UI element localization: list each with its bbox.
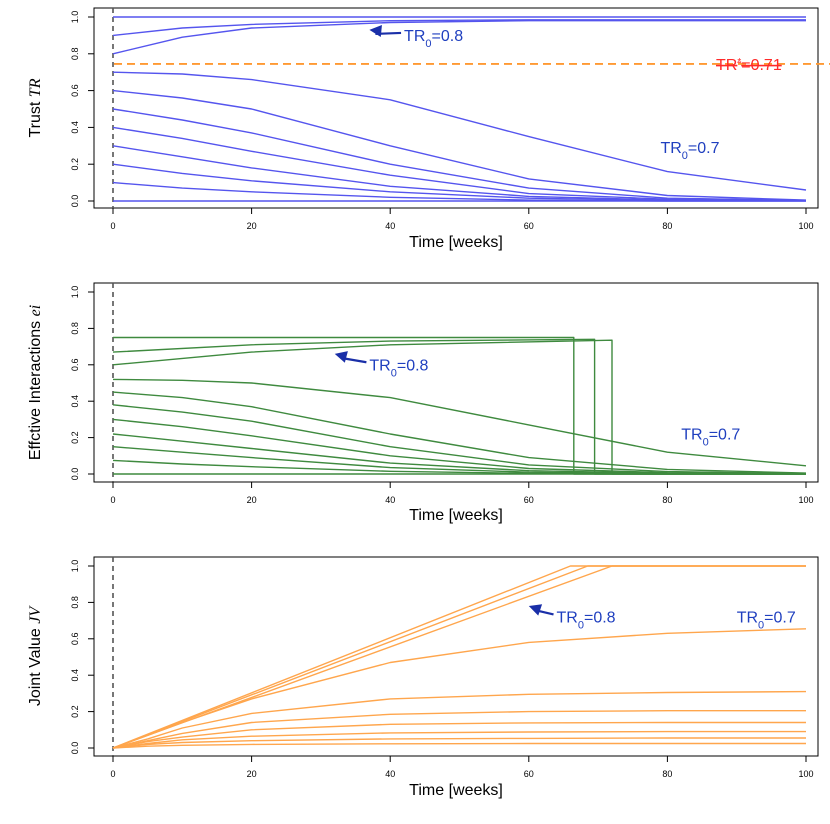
threshold-label: TR*=0.71	[716, 56, 782, 74]
x-tick-label: 0	[110, 221, 115, 231]
y-tick-label: 0.6	[70, 359, 80, 372]
y-tick-label: 0.0	[70, 195, 80, 208]
x-tick-label: 40	[385, 769, 395, 779]
annotation-label-2: TR0=0.7	[660, 140, 719, 162]
y-tick-label: 0.2	[70, 705, 80, 718]
series-line-6	[112, 710, 806, 749]
y-axis-label: Effctive Interactions ei	[27, 305, 44, 460]
x-tick-label: 60	[524, 769, 534, 779]
series-line-6	[112, 404, 807, 475]
y-tick-label: 1.0	[70, 286, 80, 299]
series-line-5	[112, 391, 807, 474]
x-tick-label: 0	[110, 769, 115, 779]
annotation-label-2: TR0=0.7	[737, 609, 796, 631]
y-tick-label: 0.0	[70, 742, 80, 755]
series-line-5	[112, 690, 807, 749]
plot-frame	[93, 7, 819, 209]
series-line-9	[112, 737, 806, 749]
x-tick-label: 20	[247, 221, 257, 231]
annotation-arrowhead	[528, 604, 543, 616]
y-tick-label: 0.2	[70, 431, 80, 444]
y-tick-label: 0.4	[70, 395, 80, 408]
series-line-6	[112, 108, 807, 202]
plot-frame	[93, 282, 819, 483]
chart-panel-2: 0 20 40 60 80 100 0.0 0.2 0.4 0.6 0.8 1.0 TR0=0.8 TR0…	[27, 282, 819, 524]
x-tick-label: 0	[110, 495, 115, 505]
x-tick-label: 100	[798, 495, 813, 505]
series-line-9	[112, 163, 807, 202]
y-tick-label: 0.6	[70, 84, 80, 97]
annotation-label-2: TR0=0.7	[681, 426, 740, 448]
x-tick-label: 40	[385, 495, 395, 505]
chart-panel-3: 0 20 40 60 80 100 0.0 0.2 0.4 0.6 0.8 1.0 TR0=0.8 TR0…	[27, 556, 819, 799]
x-tick-label: 80	[662, 495, 672, 505]
x-tick-label: 20	[247, 495, 257, 505]
series-line-1	[112, 71, 807, 191]
y-tick-label: 0.8	[70, 322, 80, 335]
series-line-5	[112, 89, 807, 201]
series-line-8	[112, 730, 806, 749]
x-tick-label: 60	[524, 221, 534, 231]
series-line-2	[112, 338, 806, 475]
y-tick-label: 0.8	[70, 48, 80, 61]
series-line-4	[112, 628, 807, 749]
series-line-4	[112, 378, 807, 467]
y-tick-label: 0.2	[70, 158, 80, 171]
annotation-label-1: TR0=0.8	[404, 28, 463, 50]
plot-frame	[93, 556, 819, 757]
annotation-label-1: TR0=0.8	[369, 357, 428, 379]
x-tick-label: 40	[385, 221, 395, 231]
y-tick-label: 0.8	[70, 596, 80, 609]
x-axis-label: Time [weeks]	[409, 234, 503, 251]
x-tick-label: 20	[247, 769, 257, 779]
series-line-2	[112, 20, 806, 55]
x-tick-label: 100	[798, 769, 813, 779]
chart-panel-1: 0 20 40 60 80 100 0.0 0.2 0.4 0.6 0.8 1.0 TR*=0.71 TR…	[27, 7, 830, 251]
x-axis-label: Time [weeks]	[409, 782, 503, 799]
annotation-arrowhead	[369, 25, 382, 37]
x-tick-label: 80	[662, 221, 672, 231]
x-tick-label: 60	[524, 495, 534, 505]
y-tick-label: 1.0	[70, 560, 80, 573]
y-axis-label: Joint Value JV	[27, 605, 44, 707]
series-line-10	[112, 742, 806, 749]
series-line-7	[112, 721, 806, 749]
y-tick-label: 1.0	[70, 11, 80, 24]
y-axis-label: Trust TR	[27, 78, 44, 137]
x-tick-label: 100	[798, 221, 813, 231]
series-line-3	[112, 19, 806, 37]
y-tick-label: 0.0	[70, 468, 80, 481]
series-line-7	[112, 126, 807, 202]
series-line-1	[113, 336, 806, 475]
y-tick-label: 0.6	[70, 633, 80, 646]
annotation-label-1: TR0=0.8	[557, 609, 616, 631]
series-line-3	[112, 339, 806, 475]
y-tick-label: 0.4	[70, 669, 80, 682]
x-axis-label: Time [weeks]	[409, 507, 503, 524]
x-tick-label: 80	[662, 769, 672, 779]
series-line-3	[112, 565, 806, 749]
y-tick-label: 0.4	[70, 121, 80, 134]
annotation-arrowhead	[334, 351, 348, 363]
